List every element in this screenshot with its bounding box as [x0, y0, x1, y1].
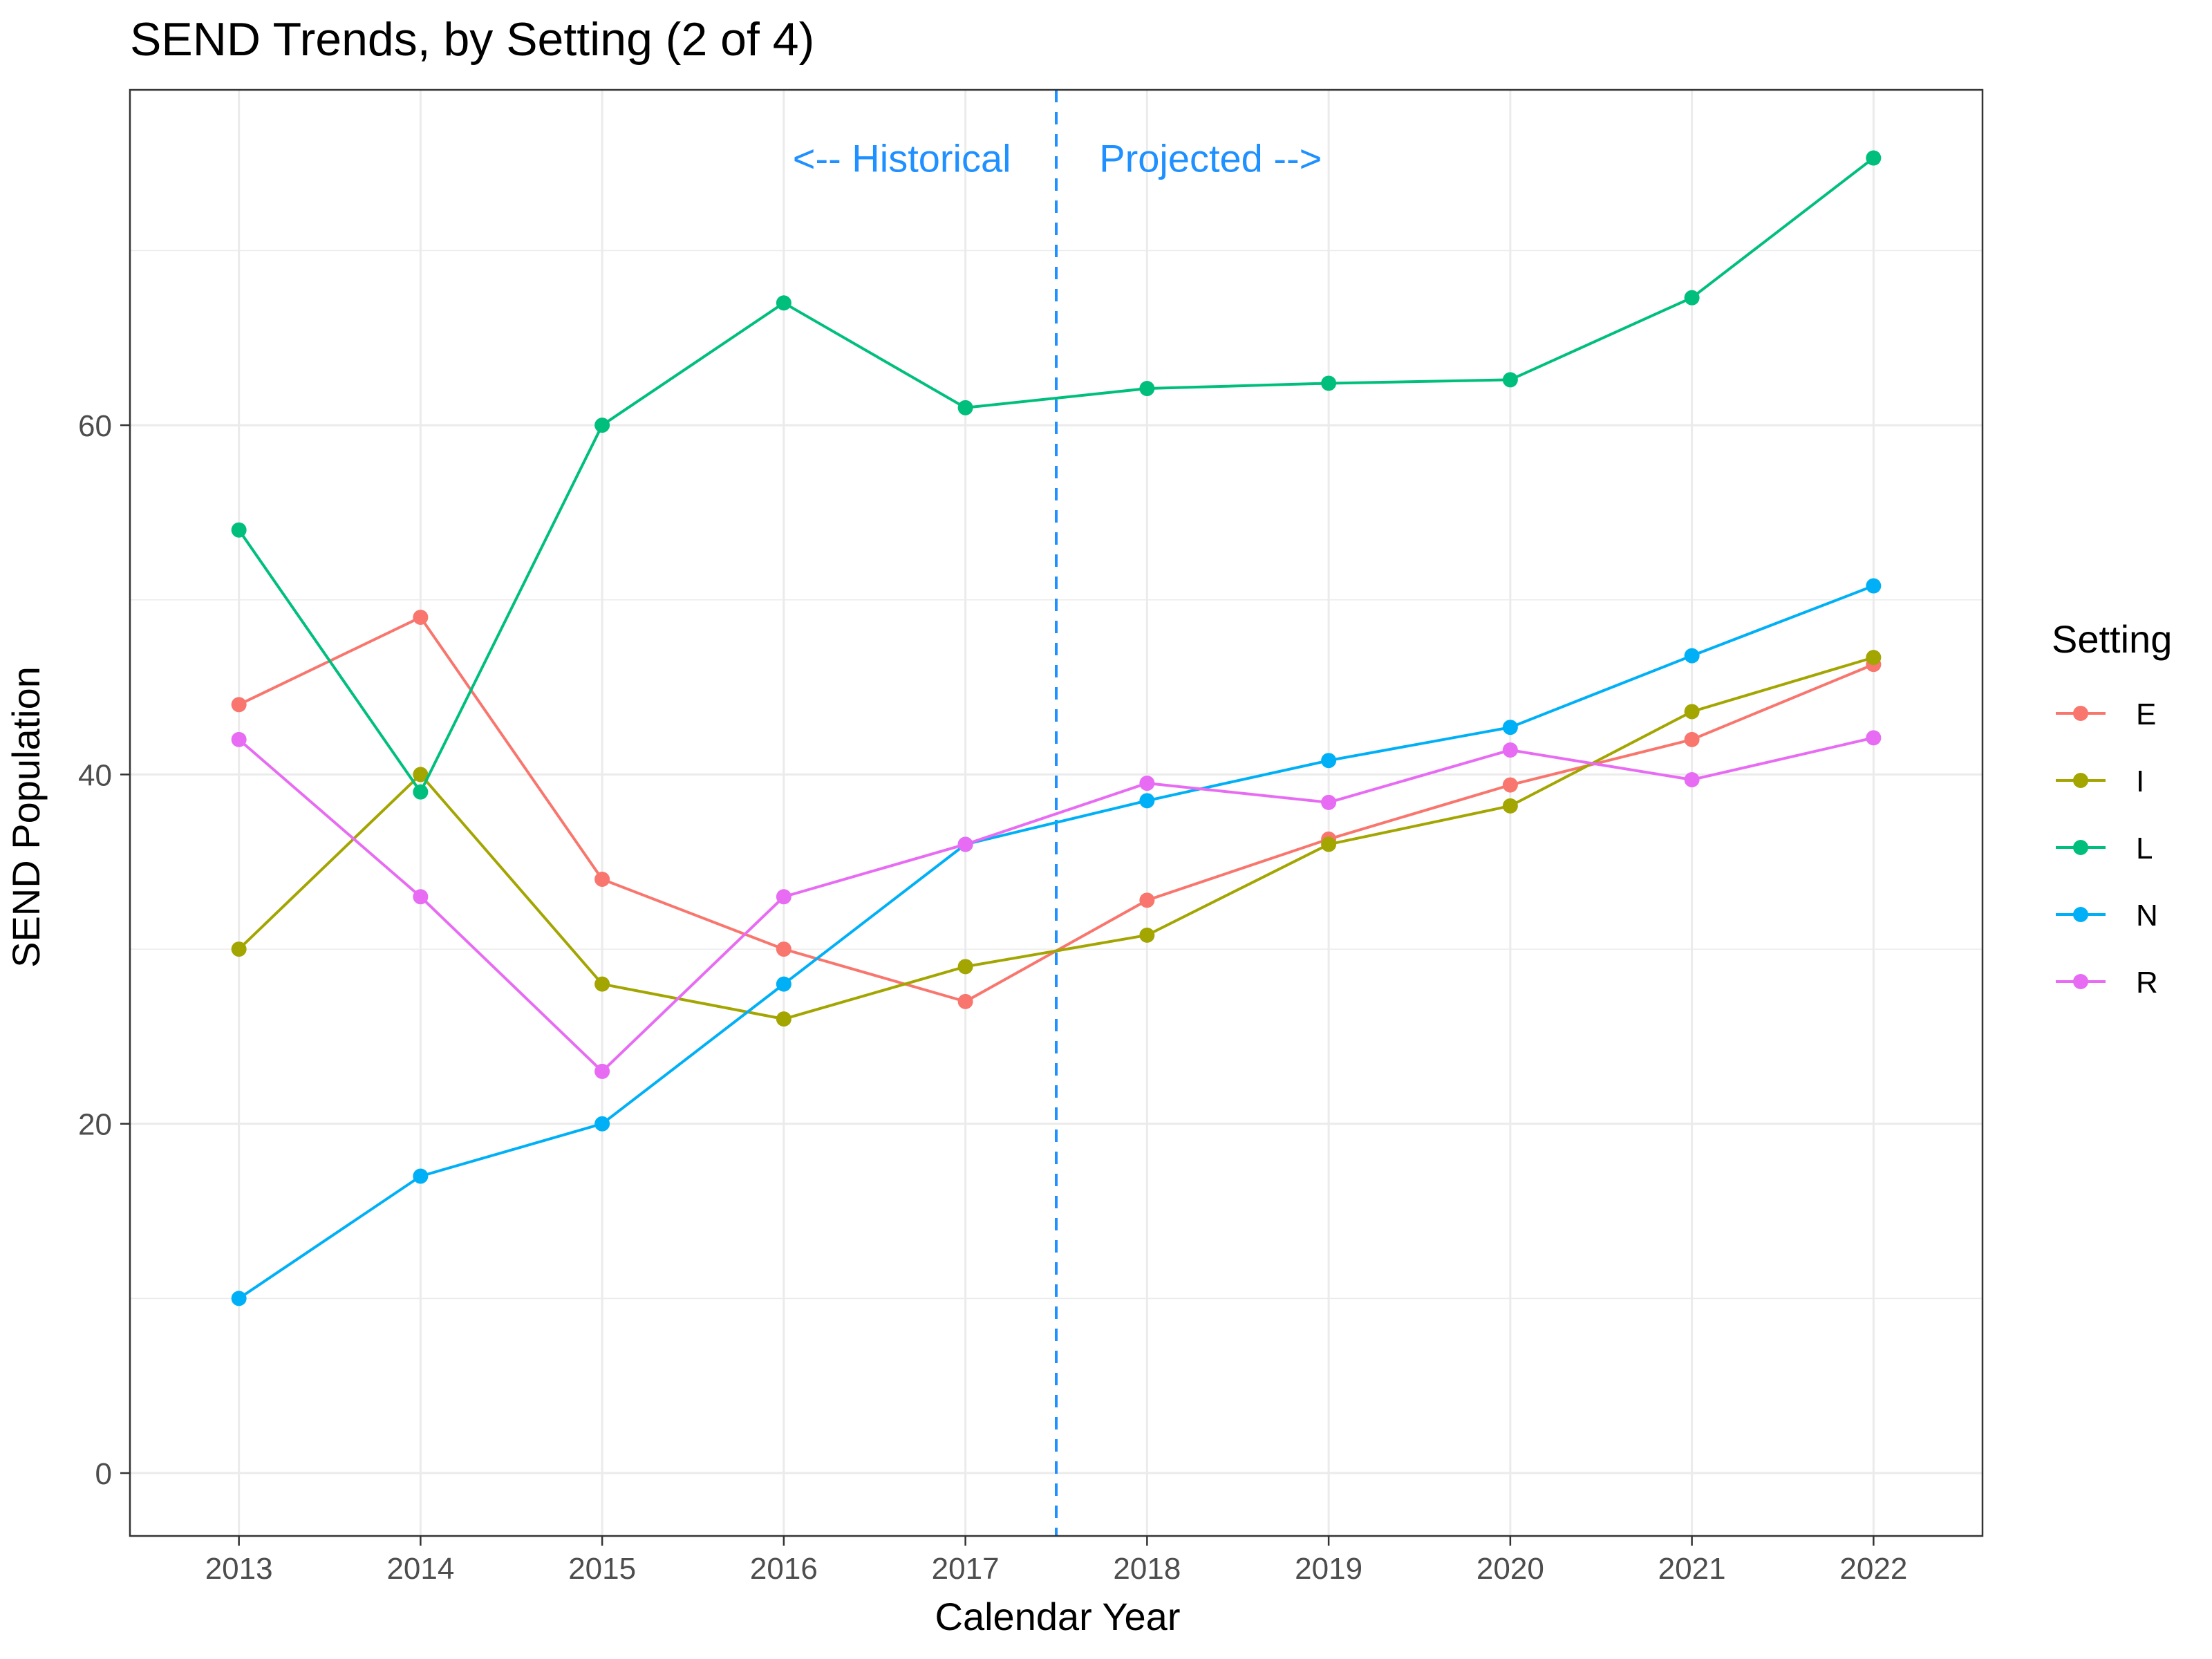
legend-item-L: L [2056, 832, 2153, 865]
x-tick-label: 2019 [1295, 1552, 1362, 1586]
data-point-I-2020 [1502, 798, 1518, 814]
x-axis-title: Calendar Year [935, 1595, 1181, 1638]
series-L [231, 150, 1882, 800]
legend-label-I: I [2136, 765, 2144, 798]
series-line-N [238, 584, 1875, 1300]
x-tick-label: 2017 [932, 1552, 1000, 1586]
data-point-R-2016 [776, 889, 791, 905]
y-tick-label: 40 [78, 758, 112, 792]
series-N [231, 578, 1882, 1306]
data-point-L-2015 [594, 418, 610, 433]
legend-label-L: L [2136, 832, 2153, 865]
x-tick-label: 2018 [1113, 1552, 1181, 1586]
data-point-L-2013 [231, 522, 247, 538]
data-point-R-2022 [1866, 730, 1882, 746]
legend-label-E: E [2136, 697, 2156, 731]
legend-key-point-N [2073, 907, 2088, 922]
legend: Setting E I L N R [2052, 617, 2172, 1000]
data-point-N-2019 [1321, 753, 1337, 769]
data-point-E-2013 [231, 697, 247, 713]
series-line-I [238, 656, 1874, 1021]
data-point-I-2021 [1684, 704, 1700, 720]
data-point-R-2020 [1502, 742, 1518, 758]
series-line-R [238, 736, 1874, 1074]
legend-item-R: R [2056, 966, 2158, 1000]
data-point-I-2019 [1321, 836, 1337, 852]
data-point-L-2022 [1866, 150, 1882, 166]
legend-title: Setting [2052, 617, 2172, 661]
data-point-I-2017 [957, 959, 973, 975]
legend-label-N: N [2136, 899, 2158, 932]
data-point-I-2014 [413, 767, 429, 782]
data-point-R-2018 [1139, 776, 1155, 791]
legend-label-R: R [2136, 966, 2158, 1000]
data-point-N-2013 [231, 1291, 247, 1306]
annotations: <-- Historical Projected --> [793, 137, 1322, 180]
x-tick-label: 2015 [568, 1552, 636, 1586]
y-tick-label: 0 [95, 1457, 112, 1491]
data-point-L-2019 [1321, 375, 1337, 391]
data-point-I-2015 [594, 976, 610, 992]
x-tick-label: 2020 [1477, 1552, 1544, 1586]
data-point-E-2021 [1684, 731, 1700, 747]
x-tick-label: 2013 [205, 1552, 273, 1586]
plot-panel-border [129, 88, 1984, 1537]
data-point-I-2013 [231, 941, 247, 957]
series-I [231, 650, 1882, 1027]
y-axis-title: SEND Population [4, 666, 48, 968]
y-tick-label: 20 [78, 1108, 112, 1142]
data-point-N-2020 [1502, 720, 1518, 735]
legend-key-point-L [2073, 840, 2088, 855]
data-point-N-2016 [776, 976, 791, 992]
data-point-E-2018 [1139, 892, 1155, 908]
data-point-L-2021 [1684, 290, 1700, 306]
data-point-N-2014 [413, 1168, 429, 1184]
series-R [231, 730, 1882, 1079]
legend-key-point-E [2073, 706, 2088, 721]
data-point-I-2022 [1866, 650, 1882, 666]
data-point-L-2018 [1139, 381, 1155, 397]
data-point-N-2015 [594, 1116, 610, 1132]
data-point-L-2016 [776, 295, 791, 311]
data-point-I-2018 [1139, 927, 1155, 943]
data-point-R-2015 [594, 1063, 610, 1079]
data-point-N-2018 [1139, 793, 1155, 809]
legend-item-I: I [2056, 765, 2144, 798]
data-point-L-2020 [1502, 372, 1518, 388]
data-point-I-2016 [776, 1011, 791, 1027]
annotation-projected: Projected --> [1099, 137, 1322, 180]
x-tick-label: 2022 [1839, 1552, 1907, 1586]
data-point-L-2017 [957, 400, 973, 415]
legend-key-point-I [2073, 773, 2088, 788]
data-point-E-2016 [776, 941, 791, 957]
data-point-R-2021 [1684, 771, 1700, 787]
data-point-E-2014 [413, 610, 429, 626]
data-point-R-2014 [413, 889, 429, 905]
chart-title: SEND Trends, by Setting (2 of 4) [130, 13, 814, 66]
y-tick-label: 60 [78, 409, 112, 443]
data-point-N-2021 [1684, 648, 1700, 664]
data-point-R-2013 [231, 731, 247, 747]
x-tick-label: 2021 [1658, 1552, 1726, 1586]
series-lines [231, 150, 1882, 1306]
series-line-L [238, 156, 1875, 795]
legend-key-point-R [2073, 974, 2088, 989]
legend-item-E: E [2056, 697, 2156, 731]
data-point-E-2020 [1502, 777, 1518, 793]
x-tick-label: 2014 [386, 1552, 454, 1586]
axes: 2013 2014 2015 2016 2017 2018 2019 2020 2021 2022… [78, 409, 1907, 1586]
data-point-N-2022 [1866, 578, 1882, 594]
data-point-R-2019 [1321, 794, 1337, 810]
data-point-R-2017 [957, 836, 973, 852]
data-point-E-2015 [594, 872, 610, 888]
grid-lines [130, 90, 1983, 1536]
x-tick-label: 2016 [750, 1552, 818, 1586]
annotation-historical: <-- Historical [793, 137, 1011, 180]
data-point-E-2017 [957, 993, 973, 1009]
legend-item-N: N [2056, 899, 2158, 932]
data-point-L-2014 [413, 784, 429, 800]
